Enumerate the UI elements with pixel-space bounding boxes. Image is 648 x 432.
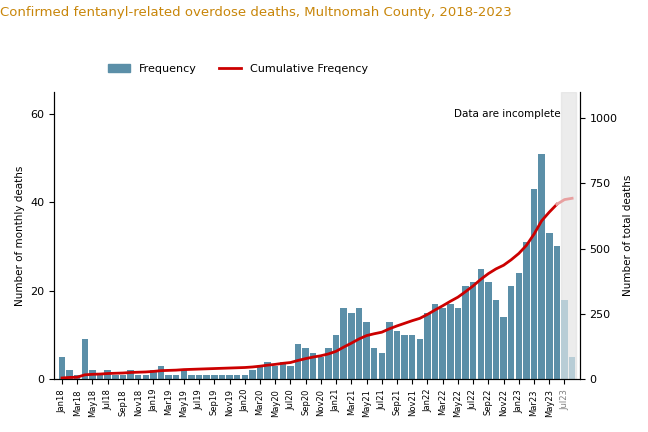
Text: Confirmed fentanyl-related overdose deaths, Multnomah County, 2018-2023: Confirmed fentanyl-related overdose deat… (0, 6, 512, 19)
Y-axis label: Number of monthly deaths: Number of monthly deaths (15, 165, 25, 305)
Bar (333, 335, 340, 379)
Bar (310, 353, 316, 379)
Bar (165, 375, 172, 379)
Bar (295, 344, 301, 379)
Bar (325, 348, 332, 379)
Bar (538, 153, 545, 379)
Bar (89, 370, 96, 379)
Bar (424, 313, 431, 379)
Bar (257, 366, 263, 379)
Bar (401, 335, 408, 379)
Bar (188, 375, 194, 379)
Bar (348, 313, 354, 379)
Bar (455, 308, 461, 379)
Bar (234, 375, 240, 379)
Bar (508, 286, 515, 379)
Bar (531, 189, 537, 379)
Bar (523, 242, 529, 379)
Bar (272, 366, 279, 379)
Bar (500, 318, 507, 379)
Bar (478, 269, 484, 379)
Bar (492, 300, 499, 379)
Bar (462, 286, 469, 379)
Bar (66, 370, 73, 379)
Bar (135, 375, 141, 379)
Bar (569, 357, 575, 379)
Bar (378, 353, 385, 379)
Bar (97, 375, 103, 379)
Bar (340, 308, 347, 379)
Bar (447, 304, 454, 379)
Bar (561, 300, 568, 379)
Bar (485, 282, 492, 379)
Bar (242, 375, 248, 379)
Bar (127, 370, 133, 379)
Bar (356, 308, 362, 379)
Bar (432, 304, 438, 379)
Bar (394, 330, 400, 379)
Bar (112, 375, 119, 379)
Bar (82, 340, 88, 379)
Bar (318, 357, 324, 379)
Bar (287, 366, 294, 379)
Y-axis label: Number of total deaths: Number of total deaths (623, 175, 633, 296)
Bar (249, 370, 255, 379)
Bar (303, 348, 309, 379)
Bar (279, 362, 286, 379)
Bar (364, 322, 370, 379)
Bar (59, 357, 65, 379)
Bar (120, 375, 126, 379)
Bar (173, 375, 179, 379)
Bar (150, 370, 157, 379)
Bar (553, 247, 560, 379)
Legend: Frequency, Cumulative Freqency: Frequency, Cumulative Freqency (104, 60, 373, 79)
Bar (409, 335, 415, 379)
Bar (371, 348, 377, 379)
Bar (470, 282, 476, 379)
Bar (264, 362, 271, 379)
Bar (439, 308, 446, 379)
Bar (516, 273, 522, 379)
Bar (546, 233, 553, 379)
Bar (226, 375, 233, 379)
Bar (181, 370, 187, 379)
Bar (74, 375, 80, 379)
Bar (196, 375, 202, 379)
Bar (218, 375, 225, 379)
Bar (386, 322, 393, 379)
Bar (211, 375, 218, 379)
Bar (157, 366, 164, 379)
Bar (417, 340, 423, 379)
Bar (104, 370, 111, 379)
Bar (203, 375, 210, 379)
Bar (561, 92, 576, 379)
Text: Data are incomplete: Data are incomplete (454, 109, 561, 119)
Bar (143, 375, 149, 379)
